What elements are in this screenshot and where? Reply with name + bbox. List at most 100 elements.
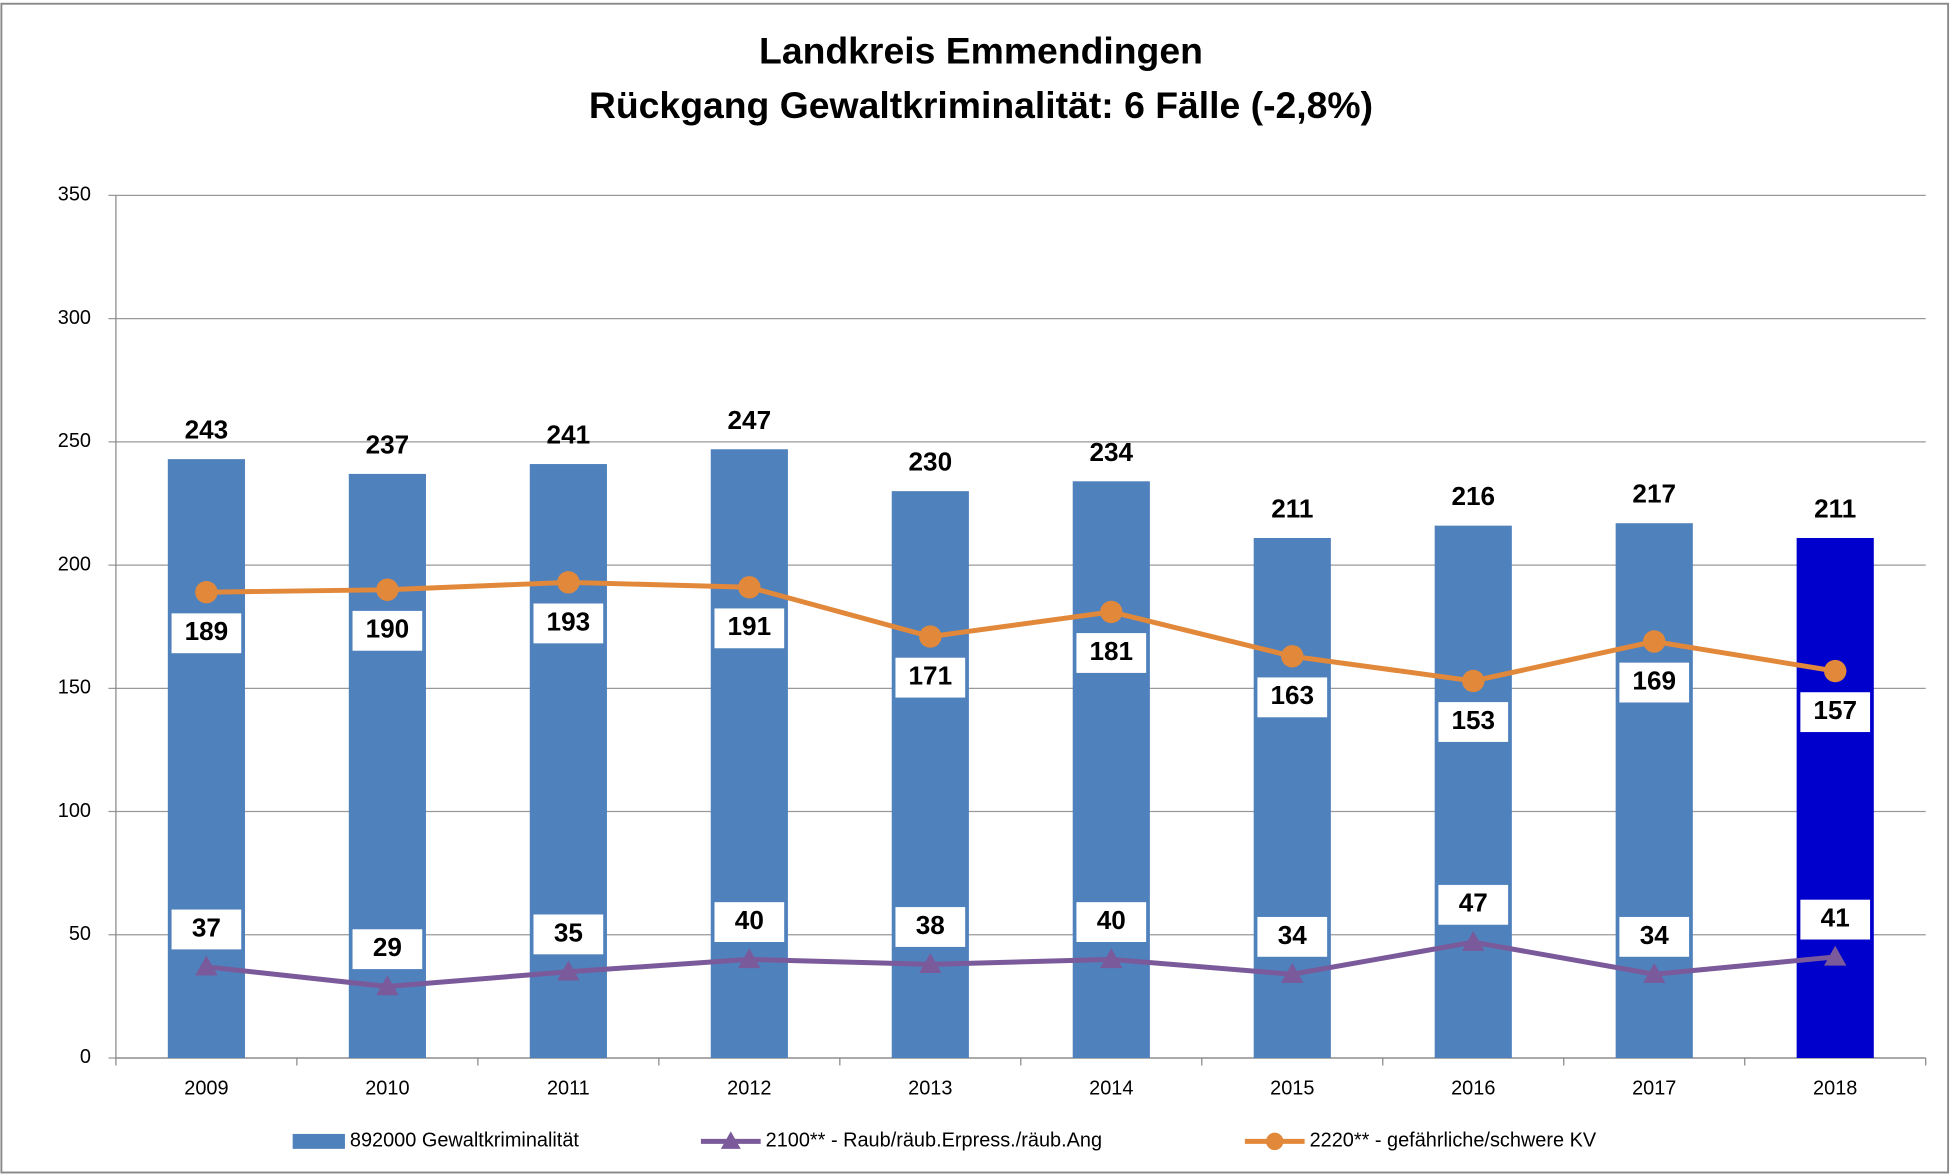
label-box — [171, 613, 242, 654]
line-value-label: 29 — [373, 932, 402, 962]
line-value-label: 191 — [728, 611, 772, 641]
bar-value-label: 211 — [1814, 494, 1856, 524]
x-tick-label: 2013 — [908, 1077, 952, 1099]
bar-value-label: 234 — [1090, 437, 1134, 467]
line-value-label: 35 — [554, 917, 583, 947]
label-box — [352, 929, 423, 970]
marker — [195, 581, 218, 604]
x-tick-label: 2017 — [1632, 1077, 1676, 1099]
line-value-label: 40 — [735, 905, 764, 935]
bar-value-label: 230 — [909, 447, 953, 477]
label-box — [1076, 633, 1147, 673]
line-value-label: 41 — [1821, 903, 1850, 933]
line-value-label: 38 — [916, 910, 945, 940]
line-value-label: 47 — [1459, 888, 1488, 918]
marker — [1100, 948, 1123, 969]
bar-value-label: 216 — [1451, 481, 1495, 511]
label-box — [1619, 662, 1690, 703]
y-tick-label: 250 — [58, 430, 91, 452]
bar — [348, 473, 426, 1058]
label-box — [895, 907, 966, 947]
line-value-label: 37 — [192, 912, 221, 942]
line-value-label: 163 — [1270, 680, 1314, 710]
legend-swatch — [292, 1133, 345, 1149]
label-box — [1076, 902, 1147, 942]
marker — [919, 953, 942, 974]
x-tick-label: 2014 — [1089, 1077, 1133, 1099]
y-tick-label: 100 — [58, 800, 91, 822]
line-value-label: 190 — [366, 614, 410, 644]
label-box — [1800, 899, 1871, 940]
line — [206, 939, 1836, 990]
marker — [557, 960, 580, 981]
marker — [1462, 669, 1485, 693]
bar — [1796, 537, 1874, 1058]
line-value-label: 153 — [1451, 705, 1495, 735]
line-value-label: 34 — [1278, 920, 1308, 950]
marker — [738, 948, 761, 969]
label-box — [1257, 916, 1328, 957]
bar-value-label: 243 — [185, 415, 229, 445]
x-tick-label: 2010 — [365, 1077, 409, 1099]
x-tick-label: 2009 — [184, 1077, 228, 1099]
y-tick-label: 50 — [69, 923, 91, 945]
bar-value-label: 211 — [1271, 494, 1313, 524]
line — [206, 579, 1836, 684]
marker — [376, 975, 399, 996]
y-tick-label: 350 — [58, 184, 91, 206]
bar — [1434, 525, 1512, 1058]
label-box — [1619, 916, 1690, 957]
bar-value-label: 247 — [728, 405, 772, 435]
label-box — [714, 608, 785, 649]
marker — [738, 576, 761, 599]
bar-value-label: 237 — [366, 429, 410, 459]
marker — [1462, 930, 1485, 951]
label-box — [533, 914, 604, 955]
bar — [529, 464, 607, 1058]
label-box — [895, 657, 966, 698]
label-box — [1257, 677, 1328, 718]
marker — [1100, 600, 1123, 624]
legend-label: 892000 Gewaltkriminalität — [350, 1130, 580, 1152]
label-box — [352, 610, 423, 651]
label-box — [1438, 702, 1509, 742]
legend-marker — [1266, 1132, 1284, 1151]
x-tick-label: 2011 — [547, 1077, 590, 1099]
label-box — [714, 902, 785, 942]
line-value-label: 40 — [1097, 905, 1126, 935]
marker — [1824, 945, 1847, 966]
marker — [1281, 645, 1304, 668]
chart-subtitle: Rückgang Gewaltkriminalität: 6 Fälle (-2… — [589, 84, 1373, 126]
x-tick-label: 2018 — [1813, 1077, 1857, 1099]
line-value-label: 157 — [1813, 695, 1857, 725]
marker — [1824, 659, 1847, 683]
line-value-label: 34 — [1640, 920, 1670, 950]
marker — [1643, 963, 1666, 983]
label-box — [533, 603, 604, 644]
marker — [1643, 630, 1666, 653]
bar-value-label: 241 — [547, 420, 591, 450]
line-value-label: 181 — [1090, 636, 1134, 666]
label-box — [171, 909, 242, 950]
x-tick-label: 2016 — [1451, 1077, 1495, 1099]
marker — [195, 955, 218, 976]
line-value-label: 169 — [1632, 665, 1676, 695]
x-tick-label: 2015 — [1270, 1077, 1314, 1099]
legend-marker — [720, 1131, 741, 1149]
line-value-label: 193 — [547, 606, 591, 636]
y-tick-label: 150 — [58, 677, 91, 699]
y-tick-label: 200 — [58, 553, 91, 575]
y-tick-label: 300 — [58, 307, 91, 329]
marker — [1281, 963, 1304, 983]
bar-value-label: 217 — [1632, 479, 1676, 509]
label-box — [1800, 692, 1871, 733]
marker — [919, 625, 942, 648]
legend-label: 2100** - Raub/räub.Erpress./räub.Ang — [766, 1130, 1102, 1152]
x-tick-label: 2012 — [727, 1077, 771, 1099]
y-tick-label: 0 — [80, 1046, 91, 1068]
bar — [1072, 481, 1150, 1058]
line-value-label: 189 — [185, 616, 229, 646]
label-box — [1438, 884, 1509, 925]
line-value-label: 171 — [909, 661, 953, 691]
